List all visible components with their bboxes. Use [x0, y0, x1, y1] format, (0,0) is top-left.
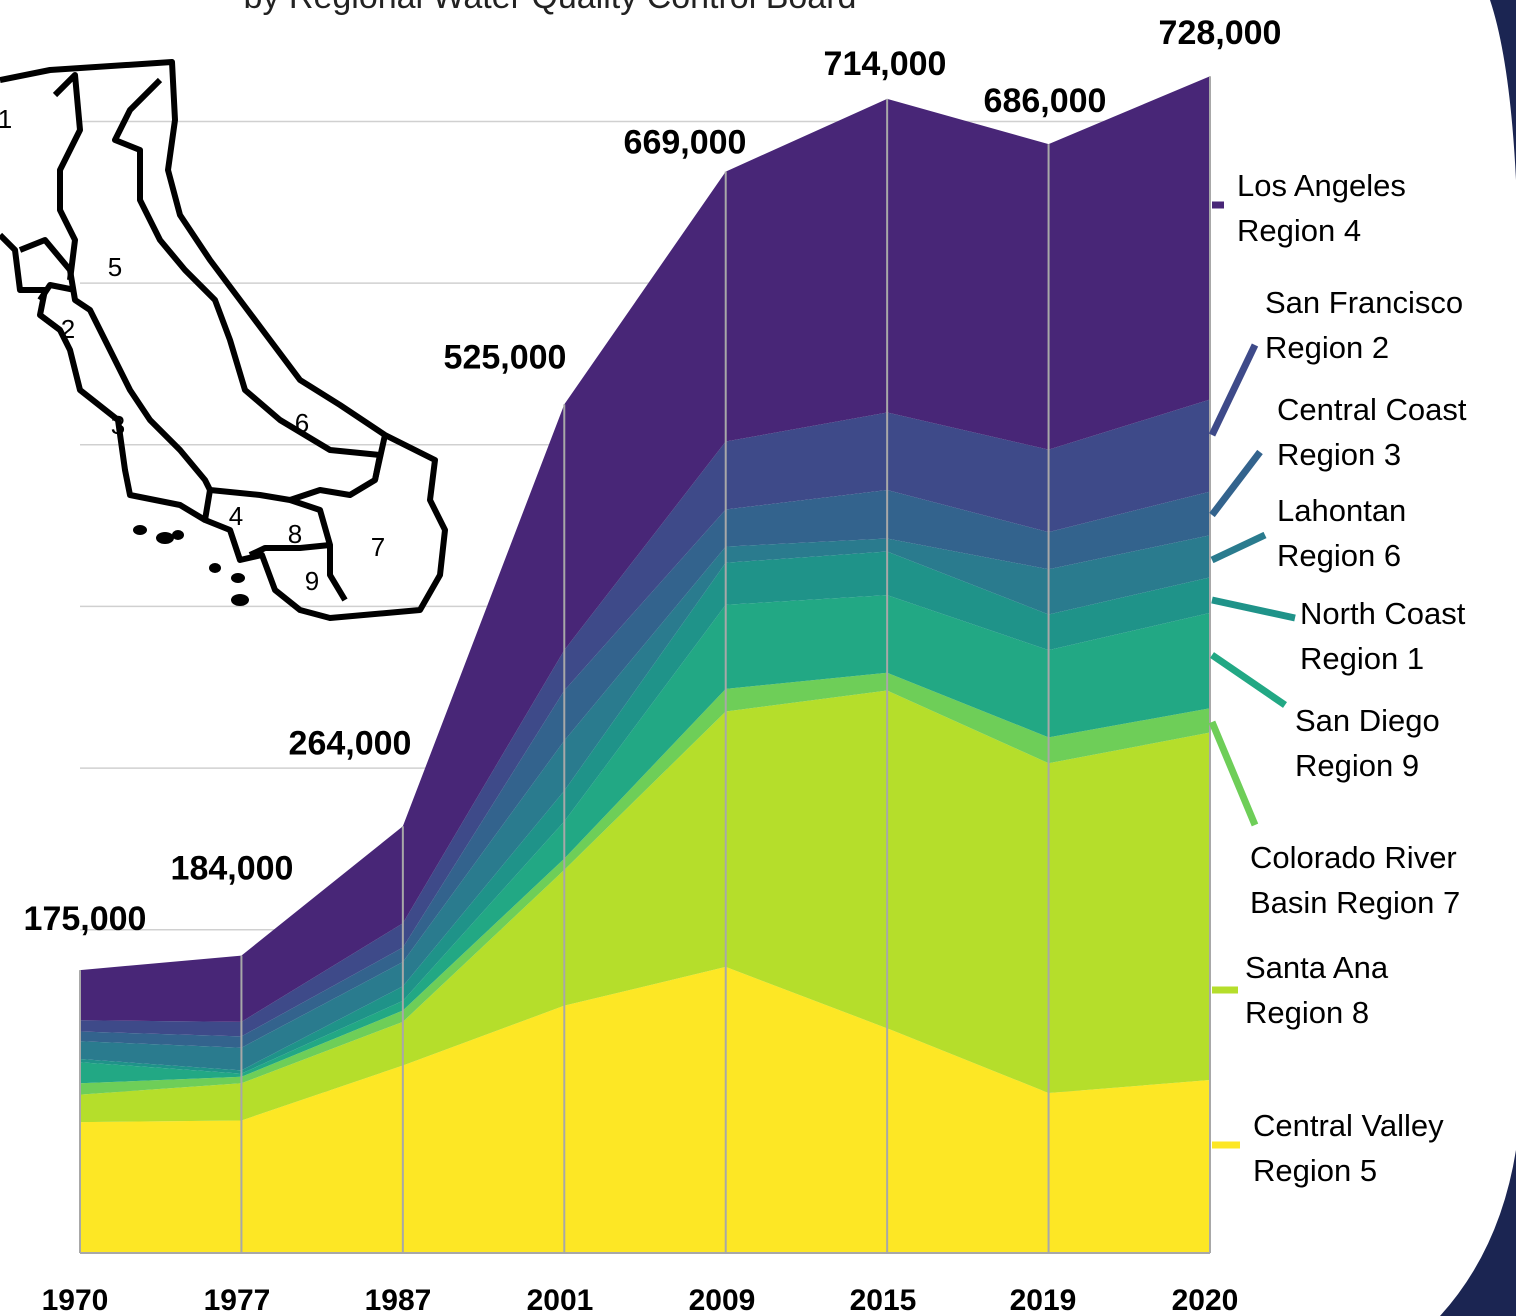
area: [80, 690, 1210, 1123]
island: [133, 525, 147, 535]
total-label: 184,000: [171, 850, 294, 888]
area: [80, 966, 1210, 1253]
subtitle: by Regional Water Quality Control Board: [244, 0, 857, 16]
frame-corner: [1490, 0, 1516, 180]
total-label: 714,000: [824, 45, 947, 83]
area: [80, 595, 1210, 1084]
x-tick-label: 2001: [527, 1284, 594, 1316]
total-label: 728,000: [1159, 14, 1282, 52]
legend-leader: [1210, 531, 1267, 564]
x-tick-label: 1977: [204, 1284, 271, 1316]
region-border: [112, 77, 383, 503]
map-region-label: 9: [305, 566, 319, 596]
legend-leader: [1211, 596, 1296, 622]
total-label: 686,000: [984, 82, 1107, 120]
legend-label: San Francisco Region 2: [1265, 285, 1464, 365]
island: [156, 532, 174, 544]
legend-label: Colorado River Basin Region 7: [1250, 840, 1461, 920]
map-region-label: 7: [371, 532, 385, 562]
x-tick-label: 2019: [1010, 1284, 1077, 1316]
map-region-label: 5: [108, 252, 122, 282]
island: [209, 563, 221, 573]
total-label: 669,000: [624, 124, 747, 162]
total-label: 264,000: [289, 724, 412, 762]
total-label: 525,000: [444, 338, 567, 376]
region-border: [37, 282, 76, 333]
legend-label: Santa Ana Region 8: [1245, 950, 1389, 1030]
island: [231, 594, 249, 606]
area: [80, 490, 1210, 1048]
x-tick-label: 2015: [850, 1284, 917, 1316]
map-region-label: 3: [111, 410, 125, 440]
legend-label: Los Angeles Region 4: [1237, 168, 1406, 248]
state-outline: [0, 59, 448, 621]
legend-label: Lahontan Region 6: [1277, 493, 1407, 573]
legend-leader: [1210, 652, 1287, 708]
island: [172, 530, 184, 540]
region-border: [202, 489, 348, 602]
map-region-label: 8: [288, 519, 302, 549]
islands: [133, 525, 249, 606]
legend-label: North Coast Region 1: [1300, 596, 1466, 676]
region-border: [52, 72, 83, 281]
region-border: [18, 237, 213, 492]
map-region-label: 1: [0, 104, 12, 134]
frame-corner: [1440, 1150, 1516, 1316]
map-region-label: 6: [295, 408, 309, 438]
legend-label: Central Valley Region 5: [1253, 1108, 1444, 1188]
island: [231, 573, 245, 583]
region-border: [372, 434, 388, 481]
legend-leader: [1208, 343, 1259, 437]
map-region-label: 2: [61, 314, 75, 344]
area: [80, 535, 1210, 1071]
area: [80, 399, 1210, 1037]
legend-label: Central Coast Region 3: [1277, 392, 1467, 472]
x-tick-label: 2020: [1172, 1284, 1239, 1316]
x-tick-label: 1970: [42, 1284, 109, 1316]
legend-label: San Diego Region 9: [1295, 703, 1440, 783]
area: [80, 76, 1210, 1022]
california-map: [0, 59, 448, 621]
legend-leader: [1209, 449, 1263, 518]
x-tick-label: 2009: [689, 1284, 756, 1316]
area: [80, 551, 1210, 1074]
x-tick-label: 1987: [365, 1284, 432, 1316]
map-region-label: 4: [229, 501, 243, 531]
total-label: 175,000: [24, 900, 147, 938]
legend-leader: [1208, 720, 1259, 827]
